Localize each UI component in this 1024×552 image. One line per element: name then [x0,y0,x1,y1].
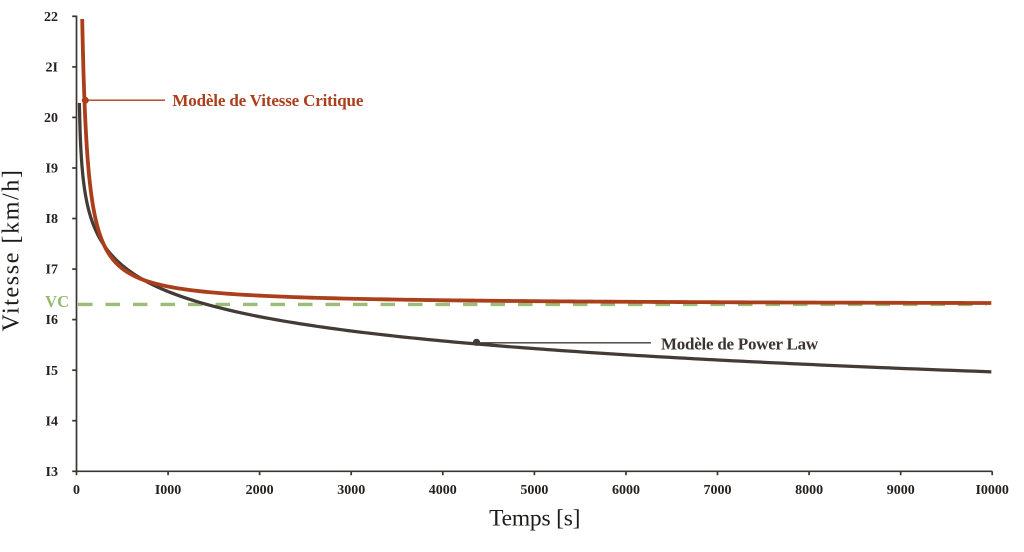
svg-text:0: 0 [73,483,80,498]
svg-text:I000: I000 [155,483,181,498]
svg-text:2000: 2000 [246,483,274,498]
svg-text:Vitesse [km/h]: Vitesse [km/h] [0,169,25,332]
svg-text:I7: I7 [46,263,58,278]
svg-text:9000: 9000 [887,483,915,498]
svg-text:I5: I5 [46,364,58,379]
svg-text:Temps [s]: Temps [s] [489,506,580,532]
svg-text:3000: 3000 [337,483,365,498]
svg-text:VC: VC [45,292,69,311]
svg-text:8000: 8000 [795,483,823,498]
svg-text:I0000: I0000 [975,483,1008,498]
svg-text:4000: 4000 [429,483,457,498]
svg-text:2I: 2I [46,61,58,76]
svg-text:22: 22 [44,10,58,25]
svg-text:7000: 7000 [704,483,732,498]
svg-text:I9: I9 [46,162,58,177]
svg-text:Modèle de Vitesse Critique: Modèle de Vitesse Critique [172,91,363,110]
svg-text:20: 20 [44,111,58,126]
svg-text:Modèle de Power Law: Modèle de Power Law [661,334,819,353]
svg-text:I6: I6 [46,313,58,328]
svg-text:6000: 6000 [612,483,640,498]
svg-text:I8: I8 [46,212,58,227]
svg-text:I3: I3 [46,465,58,480]
svg-text:I4: I4 [46,414,58,429]
svg-text:5000: 5000 [520,483,548,498]
